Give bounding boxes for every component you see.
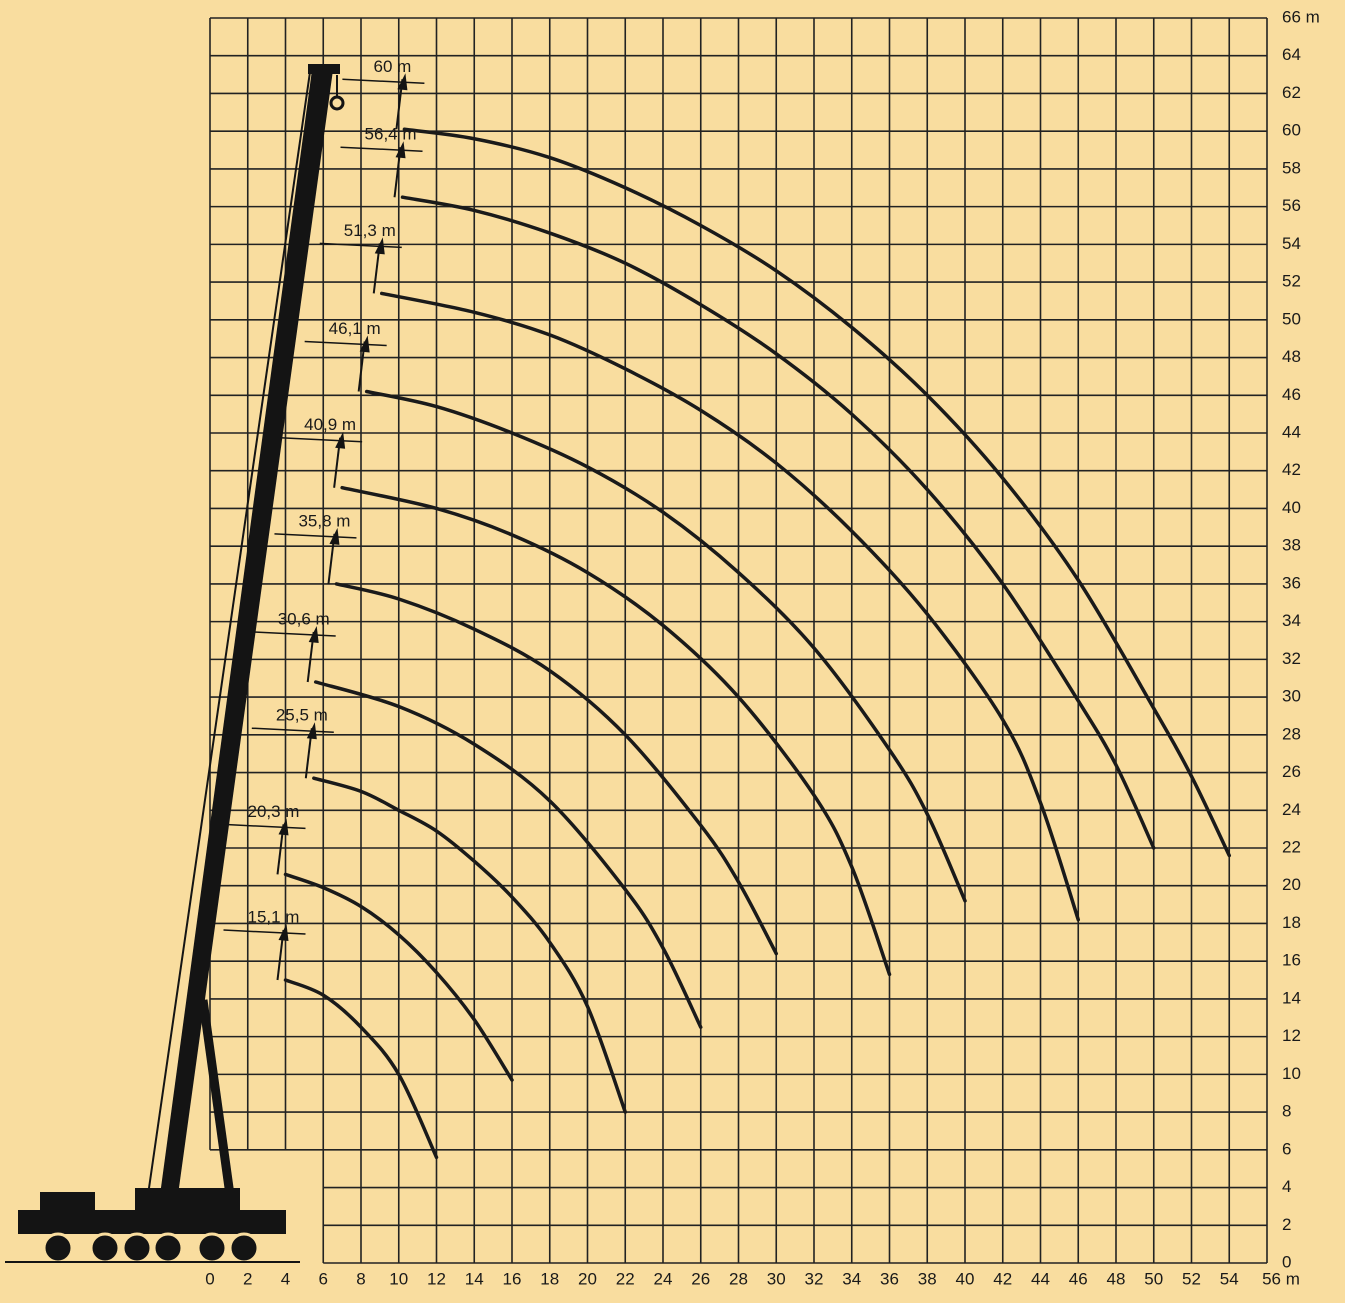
boom-length-label: 35,8 m bbox=[298, 511, 350, 530]
y-tick-label: 12 bbox=[1282, 1026, 1301, 1045]
x-tick-label: 44 bbox=[1031, 1269, 1050, 1288]
x-tick-label: 10 bbox=[389, 1269, 408, 1288]
y-tick-label: 20 bbox=[1282, 875, 1301, 894]
x-tick-label: 38 bbox=[918, 1269, 937, 1288]
range-curve bbox=[364, 389, 967, 903]
y-tick-label: 36 bbox=[1282, 573, 1301, 592]
y-tick-label: 2 bbox=[1282, 1215, 1291, 1234]
x-tick-label: 28 bbox=[729, 1269, 748, 1288]
crane-drawing bbox=[5, 64, 345, 1264]
boom-length-label: 15,1 m bbox=[248, 908, 300, 927]
boom-mark bbox=[251, 727, 334, 733]
x-tick-label: 8 bbox=[356, 1269, 365, 1288]
x-tick-label: 50 bbox=[1144, 1269, 1163, 1288]
boom-mark bbox=[223, 929, 306, 935]
x-tick-label: 48 bbox=[1107, 1269, 1126, 1288]
y-tick-label: 8 bbox=[1282, 1102, 1291, 1121]
x-tick-label: 2 bbox=[243, 1269, 252, 1288]
x-tick-label: 40 bbox=[956, 1269, 975, 1288]
y-tick-label: 26 bbox=[1282, 762, 1301, 781]
boom-mark bbox=[223, 823, 306, 830]
y-tick-label: 42 bbox=[1282, 460, 1301, 479]
y-tick-label: 34 bbox=[1282, 611, 1301, 630]
x-tick-label: 56 m bbox=[1262, 1269, 1300, 1288]
x-tick-label: 24 bbox=[654, 1269, 673, 1288]
boom-length-label: 20,3 m bbox=[248, 802, 300, 821]
x-tick-label: 0 bbox=[205, 1269, 214, 1288]
x-tick-label: 26 bbox=[691, 1269, 710, 1288]
x-tick-label: 12 bbox=[427, 1269, 446, 1288]
y-tick-label: 48 bbox=[1282, 347, 1301, 366]
boom-length-label: 60 m bbox=[374, 57, 412, 76]
y-tick-label: 14 bbox=[1282, 988, 1301, 1007]
range-curve bbox=[312, 776, 627, 1114]
x-tick-label: 20 bbox=[578, 1269, 597, 1288]
y-tick-label: 58 bbox=[1282, 158, 1301, 177]
x-tick-label: 14 bbox=[465, 1269, 484, 1288]
y-tick-label: 40 bbox=[1282, 498, 1301, 517]
x-tick-label: 52 bbox=[1182, 1269, 1201, 1288]
boom-mark bbox=[340, 146, 423, 152]
x-tick-label: 46 bbox=[1069, 1269, 1088, 1288]
boom-mark bbox=[319, 242, 402, 249]
y-tick-label: 50 bbox=[1282, 309, 1301, 328]
boom-mark bbox=[274, 533, 357, 539]
y-tick-label: 38 bbox=[1282, 536, 1301, 555]
x-tick-label: 16 bbox=[503, 1269, 522, 1288]
y-tick-label: 6 bbox=[1282, 1139, 1291, 1158]
y-tick-label: 54 bbox=[1282, 234, 1301, 253]
boom-length-label: 51,3 m bbox=[344, 221, 396, 240]
range-curve bbox=[313, 680, 703, 1029]
range-curve bbox=[402, 127, 1231, 858]
x-tick-label: 22 bbox=[616, 1269, 635, 1288]
x-tick-label: 36 bbox=[880, 1269, 899, 1288]
y-tick-label: 10 bbox=[1282, 1064, 1301, 1083]
y-tick-label: 62 bbox=[1282, 83, 1301, 102]
boom-length-label: 30,6 m bbox=[278, 609, 330, 628]
range-curve bbox=[380, 291, 1080, 922]
x-tick-label: 34 bbox=[842, 1269, 861, 1288]
y-tick-label: 28 bbox=[1282, 724, 1301, 743]
x-tick-label: 30 bbox=[767, 1269, 786, 1288]
y-tick-label: 32 bbox=[1282, 649, 1301, 668]
boom-length-label: 56,4 m bbox=[365, 125, 417, 144]
x-tick-label: 42 bbox=[993, 1269, 1012, 1288]
y-tick-label: 44 bbox=[1282, 422, 1301, 441]
boom-length-label: 46,1 m bbox=[329, 319, 381, 338]
boom-mark bbox=[304, 340, 387, 347]
x-tick-label: 32 bbox=[805, 1269, 824, 1288]
boom-length-label: 40,9 m bbox=[304, 415, 356, 434]
x-tick-label: 18 bbox=[540, 1269, 559, 1288]
y-tick-label: 22 bbox=[1282, 837, 1301, 856]
y-tick-label: 0 bbox=[1282, 1252, 1291, 1271]
range-curve bbox=[283, 872, 514, 1082]
boom-mark bbox=[280, 436, 363, 443]
y-tick-label: 16 bbox=[1282, 951, 1301, 970]
x-tick-label: 6 bbox=[319, 1269, 328, 1288]
x-tick-label: 54 bbox=[1220, 1269, 1239, 1288]
boom-mark bbox=[342, 78, 425, 85]
range-curve bbox=[334, 582, 778, 956]
y-tick-label: 66 m bbox=[1282, 7, 1320, 26]
range-curve bbox=[400, 195, 1156, 850]
y-tick-label: 56 bbox=[1282, 196, 1301, 215]
y-tick-label: 64 bbox=[1282, 45, 1301, 64]
range-curve bbox=[283, 978, 439, 1160]
y-tick-label: 18 bbox=[1282, 913, 1301, 932]
y-tick-label: 30 bbox=[1282, 687, 1301, 706]
x-tick-label: 4 bbox=[281, 1269, 290, 1288]
boom-mark bbox=[253, 631, 336, 637]
y-tick-label: 46 bbox=[1282, 385, 1301, 404]
y-tick-label: 52 bbox=[1282, 272, 1301, 291]
range-curve bbox=[340, 485, 892, 977]
plot: 0 2 4 6 8 10 12 14 16 18 20 22 24 26 28 30 32 34 36 38 40 42 4… bbox=[205, 7, 1320, 1288]
boom-length-label: 25,5 m bbox=[276, 706, 328, 725]
y-tick-label: 60 bbox=[1282, 121, 1301, 140]
y-tick-label: 4 bbox=[1282, 1177, 1291, 1196]
y-tick-label: 24 bbox=[1282, 800, 1301, 819]
